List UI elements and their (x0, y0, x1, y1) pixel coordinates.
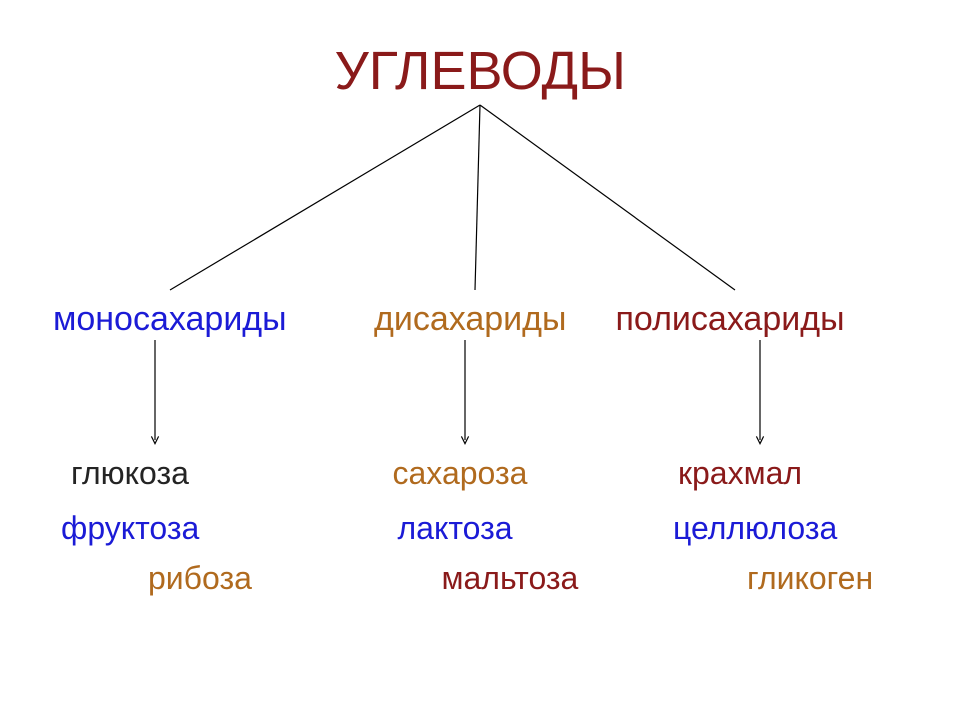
example-glucose: глюкоза (71, 455, 189, 492)
diagram-title: УГЛЕВОДЫ (335, 40, 626, 102)
example-sucrose: сахароза (393, 455, 528, 492)
connector-lines (0, 0, 960, 720)
category-disaccharides: дисахариды (374, 300, 566, 339)
example-glycogen: гликоген (747, 560, 873, 597)
category-polysaccharides: полисахариды (616, 300, 845, 339)
example-ribose: рибоза (148, 560, 252, 597)
example-maltose: мальтоза (442, 560, 579, 597)
example-cellulose: целлюлоза (673, 510, 837, 547)
category-monosaccharides: моносахариды (53, 300, 287, 339)
example-fructose: фруктоза (61, 510, 199, 547)
diagram-stage: УГЛЕВОДЫ моносахариды дисахариды полисах… (0, 0, 960, 720)
example-lactose: лактоза (398, 510, 513, 547)
example-starch: крахмал (678, 455, 802, 492)
